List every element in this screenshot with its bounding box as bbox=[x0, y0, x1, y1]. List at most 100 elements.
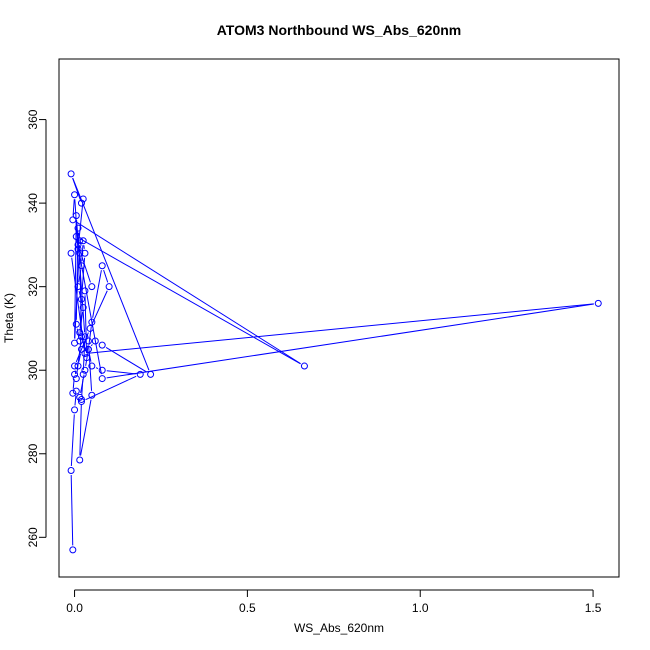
data-point bbox=[69, 216, 77, 224]
data-point bbox=[81, 366, 89, 374]
plot-area-frame bbox=[58, 58, 620, 578]
data-point bbox=[79, 304, 87, 312]
series-segment bbox=[92, 270, 102, 318]
data-point bbox=[77, 395, 85, 403]
series-segment bbox=[88, 326, 92, 345]
series-segment bbox=[79, 403, 82, 456]
data-point bbox=[77, 398, 85, 406]
data-point bbox=[86, 324, 94, 332]
series-points bbox=[67, 170, 602, 554]
data-point bbox=[81, 350, 89, 358]
data-point bbox=[105, 283, 113, 291]
series-segment bbox=[106, 303, 594, 379]
data-point bbox=[98, 375, 106, 383]
data-point bbox=[76, 237, 84, 245]
series-segment bbox=[74, 245, 81, 339]
x-tick-label: 0.5 bbox=[239, 601, 256, 615]
series-segment bbox=[78, 353, 82, 362]
series-segment bbox=[106, 370, 136, 375]
data-point bbox=[72, 375, 80, 383]
data-point bbox=[98, 262, 106, 270]
data-point bbox=[83, 354, 91, 362]
x-tick-label: 1.5 bbox=[585, 601, 602, 615]
y-tick-label: 360 bbox=[26, 109, 40, 129]
series-segment bbox=[70, 474, 74, 546]
data-point bbox=[71, 191, 79, 199]
data-point bbox=[71, 370, 79, 378]
data-point bbox=[74, 283, 82, 291]
data-point bbox=[88, 362, 96, 370]
series-segment bbox=[72, 199, 75, 216]
series-segment bbox=[74, 199, 79, 245]
data-point bbox=[71, 406, 79, 414]
series-segment bbox=[80, 399, 92, 456]
data-point bbox=[98, 366, 106, 374]
data-point bbox=[69, 546, 77, 554]
data-point bbox=[88, 391, 96, 399]
data-point bbox=[79, 195, 87, 203]
data-point bbox=[81, 249, 89, 257]
data-point bbox=[79, 370, 87, 378]
data-point bbox=[76, 249, 84, 257]
y-tick-label: 340 bbox=[26, 193, 40, 213]
data-point bbox=[71, 362, 79, 370]
data-point bbox=[72, 320, 80, 328]
data-point bbox=[98, 341, 106, 349]
data-point bbox=[88, 318, 96, 326]
data-point bbox=[136, 370, 144, 378]
series-segment bbox=[72, 177, 81, 200]
data-point bbox=[84, 345, 92, 353]
y-tick-label: 300 bbox=[26, 360, 40, 380]
data-point bbox=[74, 241, 82, 249]
series-segment bbox=[70, 414, 75, 467]
data-point bbox=[91, 337, 99, 345]
series-segment bbox=[85, 375, 137, 401]
series-segment bbox=[76, 221, 301, 365]
series-segment bbox=[105, 347, 148, 373]
data-point bbox=[88, 283, 96, 291]
data-point bbox=[76, 456, 84, 464]
data-point bbox=[67, 466, 75, 474]
series-segment bbox=[79, 238, 301, 365]
series-segment bbox=[84, 295, 88, 354]
series-segment bbox=[75, 332, 89, 363]
data-point bbox=[76, 393, 84, 401]
x-tick-label: 0.0 bbox=[66, 601, 83, 615]
data-point bbox=[77, 295, 85, 303]
series-segment bbox=[95, 367, 99, 370]
data-point bbox=[67, 170, 75, 178]
data-point bbox=[81, 333, 89, 341]
data-point bbox=[72, 233, 80, 241]
y-tick-label: 260 bbox=[26, 527, 40, 547]
data-point bbox=[84, 337, 92, 345]
series-segment bbox=[72, 177, 150, 371]
x-axis: 0.0 0.5 1.0 1.5 bbox=[66, 589, 602, 615]
data-point bbox=[81, 287, 89, 295]
data-point bbox=[77, 199, 85, 207]
data-point bbox=[69, 389, 77, 397]
x-tick-label: 1.0 bbox=[412, 601, 429, 615]
series-segment bbox=[74, 395, 77, 406]
data-point bbox=[67, 249, 75, 257]
data-point bbox=[71, 339, 79, 347]
series-segment bbox=[91, 290, 108, 325]
x-axis-label: WS_Abs_620nm bbox=[294, 621, 384, 635]
y-axis: 260 280 300 320 340 360 bbox=[26, 109, 47, 547]
series-segment bbox=[79, 257, 82, 333]
series-segment bbox=[103, 269, 109, 283]
data-point bbox=[594, 299, 602, 307]
chart-title: ATOM3 Northbound WS_Abs_620nm bbox=[217, 22, 462, 38]
data-point bbox=[72, 212, 80, 220]
series-line bbox=[70, 177, 594, 546]
data-point bbox=[74, 224, 82, 232]
y-axis-label: Theta (K) bbox=[2, 293, 16, 343]
data-point bbox=[76, 329, 84, 337]
series-segment bbox=[89, 303, 594, 354]
y-tick-label: 280 bbox=[26, 443, 40, 463]
y-tick-label: 320 bbox=[26, 276, 40, 296]
data-point bbox=[77, 333, 85, 341]
data-point bbox=[147, 370, 155, 378]
data-point bbox=[77, 345, 85, 353]
data-point bbox=[74, 362, 82, 370]
